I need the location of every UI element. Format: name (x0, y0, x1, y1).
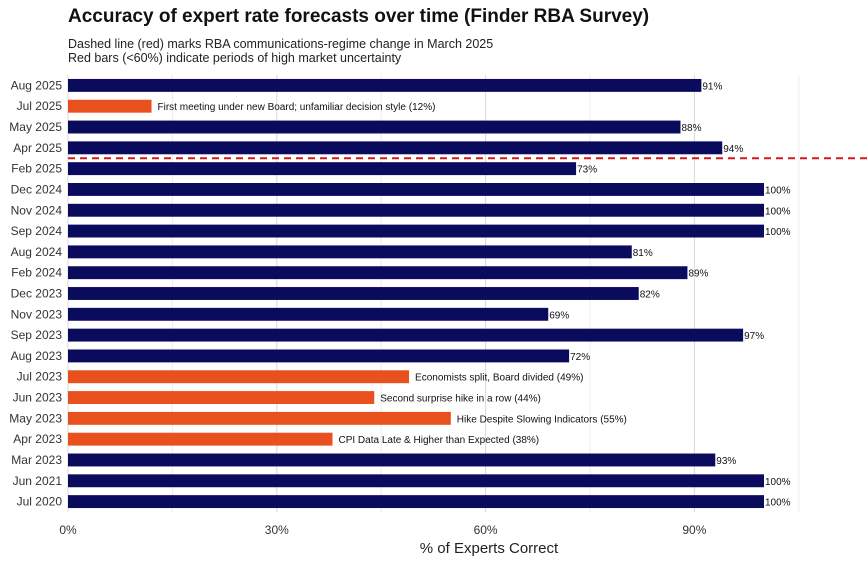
bar-jun-2021 (68, 474, 764, 488)
y-tick-label: Jun 2021 (13, 474, 63, 488)
y-tick-label: Nov 2024 (11, 203, 63, 217)
chart-subtitle-line-1: Dashed line (red) marks RBA communicatio… (68, 37, 494, 51)
data-label: 89% (688, 269, 708, 280)
y-tick-label: Aug 2025 (11, 78, 63, 92)
data-label: Economists split, Board divided (49%) (415, 373, 583, 384)
data-label: CPI Data Late & Higher than Expected (38… (338, 435, 539, 446)
x-axis-label: % of Experts Correct (420, 540, 559, 557)
chart-title: Accuracy of expert rate forecasts over t… (68, 6, 650, 27)
bar-dec-2023 (68, 287, 639, 300)
data-label: First meeting under new Board; unfamilia… (158, 102, 436, 113)
bar-may-2023 (68, 411, 451, 425)
y-tick-label: Dec 2024 (11, 182, 63, 196)
bar-sep-2024 (68, 224, 764, 238)
bar-feb-2025 (68, 162, 577, 176)
data-label: 81% (633, 248, 653, 259)
y-tick-label: May 2023 (9, 411, 62, 425)
data-label: Hike Despite Slowing Indicators (55%) (457, 414, 627, 425)
bar-mar-2023 (68, 453, 716, 467)
data-label: 100% (765, 227, 791, 238)
bar-jul-2025 (68, 99, 152, 113)
bar-dec-2024 (68, 183, 764, 196)
bar-jul-2023 (68, 370, 410, 384)
bar-aug-2023 (68, 349, 570, 363)
data-label: 97% (744, 331, 764, 342)
y-tick-label: Mar 2023 (11, 453, 62, 467)
y-tick-label: Feb 2024 (11, 266, 62, 280)
x-tick-label: 0% (59, 523, 77, 537)
y-tick-label: Nov 2023 (11, 307, 63, 321)
x-tick-label: 90% (682, 523, 706, 537)
y-tick-label: Aug 2024 (11, 245, 63, 259)
y-tick-label: Jul 2025 (17, 99, 63, 113)
data-label: 100% (765, 498, 791, 509)
x-tick-label: 60% (474, 523, 498, 537)
data-label: 100% (765, 477, 791, 488)
bar-aug-2024 (68, 245, 632, 259)
data-label: 94% (723, 144, 743, 155)
data-label: 100% (765, 185, 791, 196)
y-tick-label: Sep 2023 (11, 328, 63, 342)
y-tick-label: Dec 2023 (11, 287, 63, 301)
bar-aug-2025 (68, 78, 702, 92)
y-tick-label: May 2025 (9, 120, 62, 134)
bar-apr-2025 (68, 141, 723, 155)
y-tick-label: Sep 2024 (11, 224, 63, 238)
data-label: 91% (702, 81, 722, 92)
data-label: 72% (570, 352, 590, 363)
data-label: 88% (681, 123, 701, 134)
bar-jun-2023 (68, 391, 375, 404)
y-tick-label: Aug 2023 (11, 349, 63, 363)
data-label: 73% (577, 165, 597, 176)
y-tick-label: Apr 2025 (13, 141, 62, 155)
bar-nov-2023 (68, 307, 549, 321)
y-tick-label: Jul 2023 (17, 370, 63, 384)
data-label: 100% (765, 206, 791, 217)
y-tick-label: Jul 2020 (17, 495, 63, 509)
bar-sep-2023 (68, 328, 744, 342)
data-label: 69% (549, 310, 569, 321)
data-label: 93% (716, 456, 736, 467)
x-tick-label: 30% (265, 523, 289, 537)
data-label: Second surprise hike in a row (44%) (380, 394, 541, 405)
y-tick-label: Jun 2023 (13, 391, 63, 405)
y-tick-label: Apr 2023 (13, 432, 62, 446)
chart-subtitle-line-2: Red bars (<60%) indicate periods of high… (68, 51, 402, 65)
data-label: 82% (640, 290, 660, 301)
y-tick-label: Feb 2025 (11, 162, 62, 176)
bar-may-2025 (68, 120, 681, 134)
bar-apr-2023 (68, 432, 333, 446)
bar-jul-2020 (68, 495, 764, 509)
bar-nov-2024 (68, 203, 764, 217)
bar-feb-2024 (68, 266, 688, 280)
